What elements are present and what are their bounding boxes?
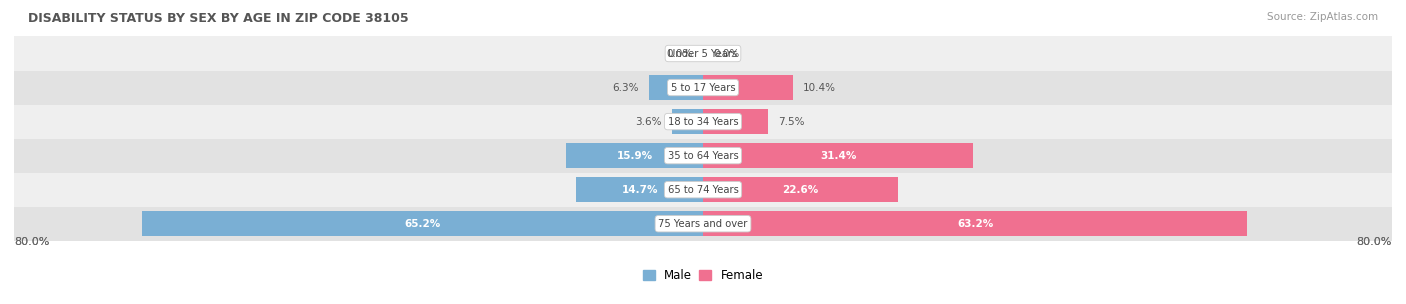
Text: Under 5 Years: Under 5 Years: [668, 49, 738, 58]
Text: 63.2%: 63.2%: [957, 219, 993, 229]
Text: 31.4%: 31.4%: [820, 151, 856, 161]
Bar: [703, 178, 897, 202]
Bar: [703, 212, 1247, 236]
Text: Source: ZipAtlas.com: Source: ZipAtlas.com: [1267, 12, 1378, 22]
Text: 65 to 74 Years: 65 to 74 Years: [668, 185, 738, 195]
Text: 14.7%: 14.7%: [621, 185, 658, 195]
Text: 65.2%: 65.2%: [404, 219, 440, 229]
Bar: [0, 36, 1406, 71]
Text: 80.0%: 80.0%: [14, 237, 49, 247]
Bar: [142, 212, 703, 236]
Text: 75 Years and over: 75 Years and over: [658, 219, 748, 229]
Text: 22.6%: 22.6%: [782, 185, 818, 195]
Text: 15.9%: 15.9%: [616, 151, 652, 161]
Text: 7.5%: 7.5%: [778, 117, 804, 126]
Text: 18 to 34 Years: 18 to 34 Years: [668, 117, 738, 126]
Text: 0.0%: 0.0%: [666, 49, 693, 58]
Legend: Male, Female: Male, Female: [643, 269, 763, 282]
Bar: [0, 173, 1406, 207]
Text: 80.0%: 80.0%: [1357, 237, 1392, 247]
Text: 6.3%: 6.3%: [612, 83, 638, 92]
Bar: [672, 109, 703, 134]
Text: 35 to 64 Years: 35 to 64 Years: [668, 151, 738, 161]
Bar: [648, 75, 703, 100]
Bar: [703, 109, 768, 134]
Bar: [703, 143, 973, 168]
Text: 0.0%: 0.0%: [713, 49, 740, 58]
Bar: [0, 139, 1406, 173]
Bar: [703, 75, 793, 100]
Bar: [0, 71, 1406, 105]
Text: 10.4%: 10.4%: [803, 83, 837, 92]
Bar: [567, 143, 703, 168]
Text: 5 to 17 Years: 5 to 17 Years: [671, 83, 735, 92]
Text: 80.0%: 80.0%: [14, 237, 49, 247]
Text: 3.6%: 3.6%: [636, 117, 662, 126]
Text: 80.0%: 80.0%: [1357, 237, 1392, 247]
Bar: [0, 207, 1406, 241]
Bar: [0, 105, 1406, 139]
Bar: [576, 178, 703, 202]
Text: DISABILITY STATUS BY SEX BY AGE IN ZIP CODE 38105: DISABILITY STATUS BY SEX BY AGE IN ZIP C…: [28, 12, 409, 25]
